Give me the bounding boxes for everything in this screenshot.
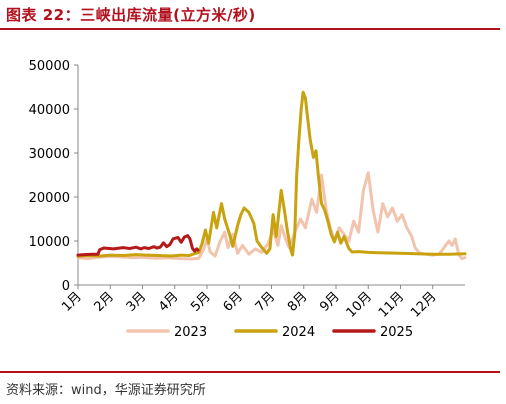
legend-label-2024: 2024 — [282, 325, 315, 340]
y-tick-label: 10000 — [29, 235, 70, 250]
source-note: 资料来源：wind，华源证券研究所 — [6, 383, 206, 398]
series-layer — [76, 90, 467, 261]
footer-rule — [0, 371, 500, 373]
y-tick-label: 0 — [62, 279, 70, 294]
x-tick-label: 5月 — [188, 289, 214, 315]
series-line-2024 — [76, 90, 467, 258]
x-tick-label: 4月 — [156, 289, 182, 315]
y-tick-label: 20000 — [29, 191, 70, 206]
x-tick-label: 2月 — [91, 289, 117, 315]
x-tick-label: 12月 — [408, 289, 439, 320]
x-tick-label: 9月 — [317, 289, 343, 315]
y-tick-label: 50000 — [29, 59, 70, 74]
x-tick-label: 10月 — [344, 289, 375, 320]
series-line-2025 — [76, 234, 200, 257]
legend-label-2023: 2023 — [174, 325, 207, 340]
legend-label-2025: 2025 — [380, 325, 413, 340]
series-line-2023 — [76, 171, 467, 261]
x-tick-label: 3月 — [124, 289, 150, 315]
x-tick-label: 6月 — [220, 289, 246, 315]
legend: 2023 2024 2025 — [126, 325, 413, 340]
x-axis-ticks: 1月 2月 3月 4月 5月 6月 7月 8月 9月 10月 11月 12月 — [59, 285, 440, 321]
figure-title: 图表 22：三峡出库流量(立方米/秒) — [6, 6, 256, 24]
x-tick-label: 11月 — [376, 289, 407, 320]
x-tick-label: 7月 — [253, 289, 279, 315]
y-tick-label: 40000 — [29, 103, 70, 118]
y-tick-label: 30000 — [29, 147, 70, 162]
y-axis-ticks: 0 10000 20000 30000 40000 50000 — [29, 59, 78, 294]
x-tick-label: 8月 — [285, 289, 311, 315]
title-rule — [0, 28, 500, 30]
